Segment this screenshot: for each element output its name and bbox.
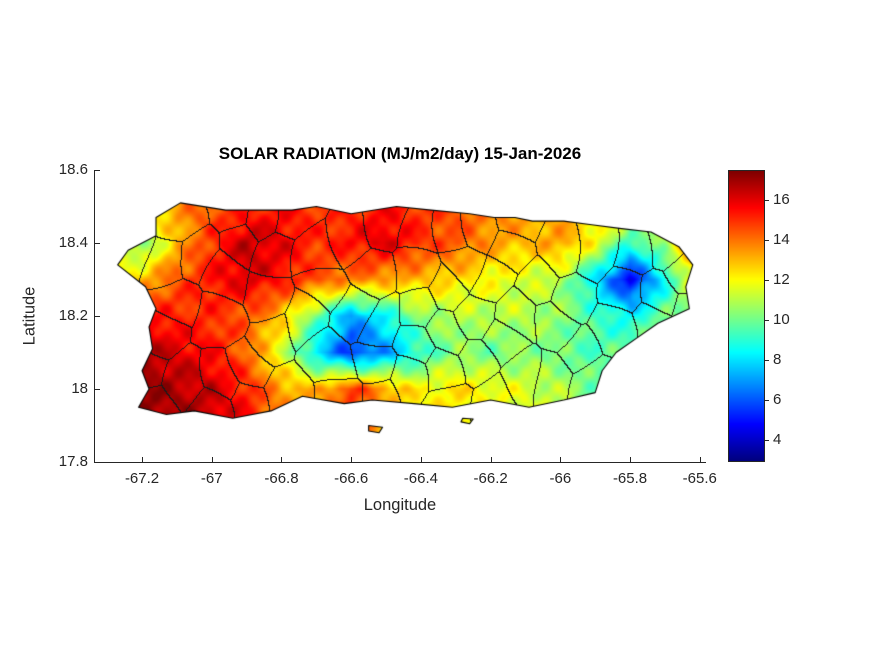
x-tick-mark [560, 457, 562, 462]
colorbar-tick-label: 14 [773, 231, 790, 248]
heatmap-canvas [95, 170, 705, 462]
y-tick-label: 18.2 [58, 307, 88, 324]
x-tick-mark [630, 457, 632, 462]
x-tick-label: -67.2 [124, 470, 160, 487]
y-tick-mark [95, 243, 100, 244]
x-tick-mark [281, 457, 283, 462]
colorbar-tick-label: 4 [773, 431, 782, 448]
colorbar-tick-mark [765, 360, 769, 361]
colorbar-tick-label: 16 [773, 191, 790, 208]
colorbar [728, 170, 765, 462]
colorbar-tick-label: 12 [773, 271, 790, 288]
x-tick-label: -65.6 [682, 470, 717, 487]
x-axis-label: Longitude [363, 496, 437, 514]
x-tick-label: -66.2 [473, 470, 508, 487]
colorbar-tick-mark [765, 440, 769, 441]
x-tick-label: -66.4 [403, 470, 438, 487]
y-tick-mark [95, 170, 100, 171]
x-tick-label: -65.8 [612, 470, 648, 487]
colorbar-tick-mark [765, 320, 769, 321]
y-axis-label: Latitude [20, 286, 39, 346]
y-tick-label: 18 [71, 380, 88, 397]
x-tick-mark [142, 457, 144, 462]
colorbar-tick-label: 8 [773, 351, 782, 368]
colorbar-tick-mark [765, 280, 769, 281]
y-tick-mark [95, 462, 100, 463]
y-tick-label: 17.8 [58, 453, 88, 470]
x-tick-mark [490, 457, 492, 462]
x-tick-label: -66.6 [334, 470, 369, 487]
x-tick-mark [420, 457, 422, 462]
x-tick-label: -67 [200, 470, 223, 487]
chart-title: SOLAR RADIATION (MJ/m2/day) 15-Jan-2026 [218, 144, 582, 163]
x-tick-mark [699, 457, 701, 462]
colorbar-tick-mark [765, 400, 769, 401]
y-axis-line [94, 170, 95, 463]
y-tick-mark [95, 316, 100, 317]
x-tick-label: -66 [549, 470, 572, 487]
x-tick-mark [351, 457, 353, 462]
x-axis-line [94, 462, 706, 463]
y-tick-label: 18.6 [58, 161, 88, 178]
colorbar-tick-mark [765, 200, 769, 201]
colorbar-tick-label: 10 [773, 311, 790, 328]
colorbar-tick-mark [765, 240, 769, 241]
x-tick-mark [211, 457, 213, 462]
y-tick-mark [95, 389, 100, 390]
y-tick-label: 18.4 [58, 234, 88, 251]
x-tick-label: -66.8 [264, 470, 299, 487]
colorbar-tick-label: 6 [773, 391, 782, 408]
